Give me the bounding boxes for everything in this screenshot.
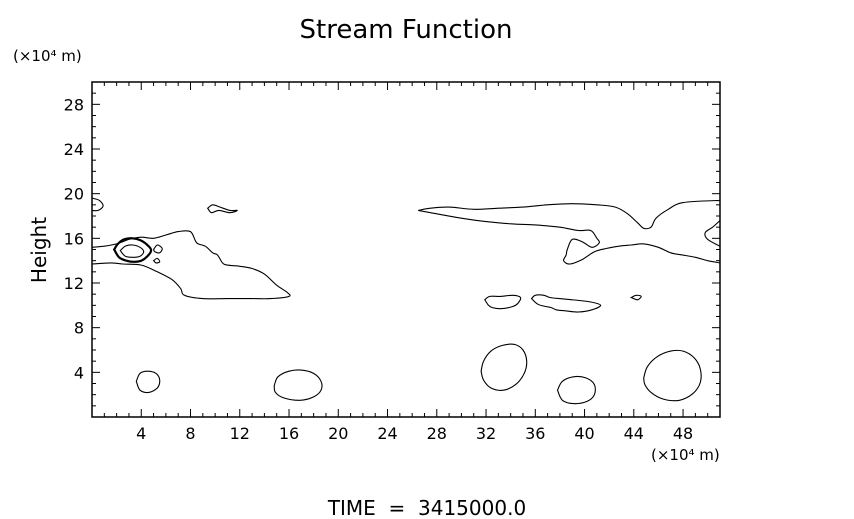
y-axis-label: Height [27, 217, 51, 283]
x-tick-label: 20 [328, 424, 348, 443]
y-tick-label: 4 [74, 363, 84, 382]
contour-line [629, 294, 642, 301]
y-tick-labels: 4 8 12 16 20 24 28 [64, 95, 84, 382]
axis-ticks [92, 82, 720, 417]
contour-line [480, 343, 528, 391]
contour-line [556, 375, 596, 405]
x-tick-label: 8 [185, 424, 195, 443]
x-tick-label: 4 [136, 424, 146, 443]
contour-line [152, 257, 161, 264]
contour-line [484, 294, 522, 310]
contour-line [152, 244, 163, 254]
contour-line [112, 237, 153, 263]
contour-line [704, 220, 720, 247]
contour-line [418, 199, 720, 230]
x-tick-label: 48 [673, 424, 693, 443]
x-unit-label: (×10⁴ m) [651, 446, 720, 464]
x-tick-labels: 4 8 12 16 20 24 28 32 36 40 44 48 [136, 424, 693, 443]
x-tick-label: 24 [377, 424, 397, 443]
y-unit-label: (×10⁴ m) [13, 47, 82, 65]
x-tick-label: 32 [476, 424, 496, 443]
y-tick-label: 8 [74, 319, 84, 338]
contour-line [92, 197, 104, 212]
contour-line [273, 369, 323, 401]
x-tick-label: 44 [624, 424, 644, 443]
contour-line [119, 244, 145, 258]
time-label: TIME = 3415000.0 [327, 496, 526, 519]
contour-line [530, 294, 602, 313]
contour-line [206, 204, 238, 214]
y-tick-label: 12 [64, 274, 84, 293]
contour-line [135, 370, 161, 394]
x-tick-label: 12 [230, 424, 250, 443]
contour-lines [92, 197, 720, 405]
x-tick-label: 16 [279, 424, 299, 443]
y-tick-label: 16 [64, 229, 84, 248]
x-tick-label: 36 [525, 424, 545, 443]
y-tick-label: 28 [64, 95, 84, 114]
chart-title: Stream Function [300, 15, 513, 45]
y-tick-label: 24 [64, 140, 84, 159]
y-tick-label: 20 [64, 185, 84, 204]
plot-frame [91, 81, 721, 418]
x-tick-label: 28 [427, 424, 447, 443]
x-tick-label: 40 [574, 424, 594, 443]
contour-line [92, 230, 291, 300]
contour-line [418, 209, 720, 265]
contour-line [643, 349, 702, 402]
